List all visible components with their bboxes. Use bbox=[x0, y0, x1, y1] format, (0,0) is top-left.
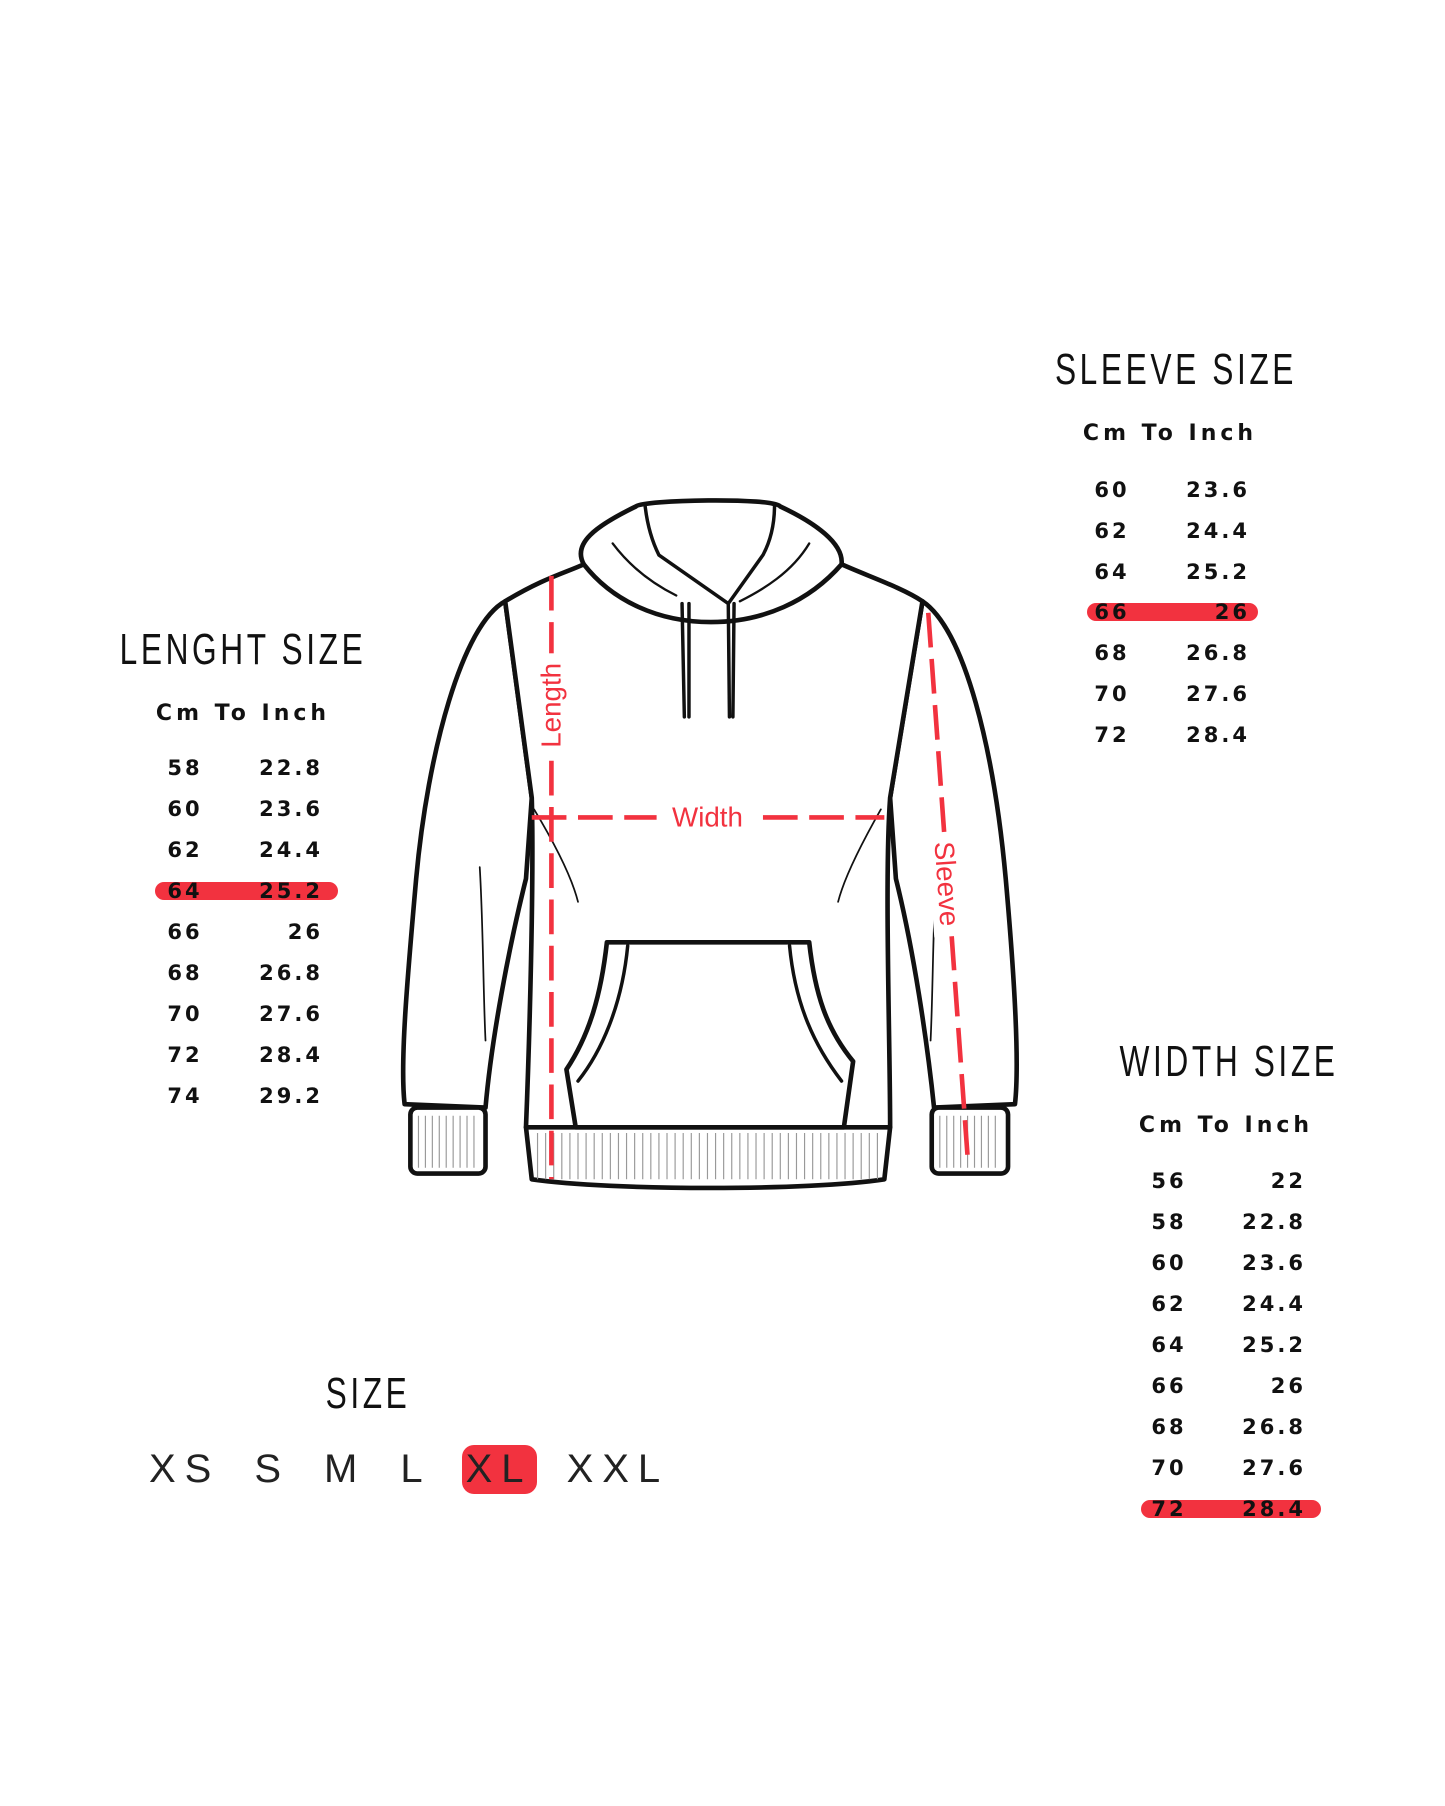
cm-value: 70 bbox=[1151, 1456, 1187, 1480]
cm-value: 72 bbox=[1094, 722, 1130, 747]
inch-value: 23.6 bbox=[1242, 1251, 1306, 1275]
width-size-title: WIDTH SIZE bbox=[1119, 1037, 1339, 1086]
cm-value: 66 bbox=[1151, 1374, 1187, 1398]
inch-value: 25.2 bbox=[259, 879, 323, 903]
inch-value: 25.2 bbox=[1186, 559, 1250, 584]
highlight-marker bbox=[1087, 603, 1258, 622]
cm-value: 62 bbox=[1151, 1292, 1187, 1316]
highlight-marker bbox=[1141, 1500, 1321, 1518]
inch-value: 27.6 bbox=[259, 1002, 323, 1026]
inch-value: 24.4 bbox=[1186, 518, 1250, 543]
inch-value: 23.6 bbox=[1186, 478, 1250, 502]
cm-value: 56 bbox=[1151, 1169, 1187, 1193]
length-label: Length bbox=[536, 663, 567, 748]
inch-value: 26.8 bbox=[1242, 1415, 1306, 1439]
inch-value: 26 bbox=[1214, 600, 1250, 625]
sleeve-unit-heading: Cm To Inch bbox=[1082, 421, 1258, 446]
cm-value: 72 bbox=[167, 1043, 203, 1067]
size-option-s[interactable]: S bbox=[254, 1446, 291, 1491]
length-size-title: LENGHT SIZE bbox=[119, 625, 367, 674]
inch-value: 22.8 bbox=[259, 756, 323, 780]
inch-value: 24.4 bbox=[259, 838, 323, 862]
size-option-xl[interactable]: XL bbox=[461, 1444, 537, 1494]
length-unit-heading: Cm To Inch bbox=[155, 701, 331, 726]
inch-value: 22 bbox=[1270, 1169, 1306, 1193]
cm-value: 66 bbox=[1094, 600, 1130, 625]
cm-value: 70 bbox=[167, 1002, 203, 1026]
size-title: SIZE bbox=[325, 1369, 411, 1418]
inch-value: 29.2 bbox=[259, 1084, 323, 1108]
inch-value: 26 bbox=[1270, 1374, 1306, 1398]
inch-value: 27.6 bbox=[1242, 1456, 1306, 1480]
width-label: Width bbox=[672, 802, 743, 833]
cm-value: 60 bbox=[1151, 1251, 1187, 1275]
left-sleeve bbox=[400, 598, 535, 1110]
cm-value: 60 bbox=[167, 797, 203, 821]
inch-value: 23.6 bbox=[259, 797, 323, 821]
cm-value: 64 bbox=[1094, 559, 1130, 584]
inch-value: 26.8 bbox=[259, 961, 323, 985]
size-option-l[interactable]: L bbox=[400, 1446, 432, 1491]
cm-value: 74 bbox=[167, 1084, 203, 1108]
cm-value: 64 bbox=[167, 879, 203, 903]
inch-value: 26 bbox=[287, 920, 323, 944]
inch-value: 22.8 bbox=[1242, 1210, 1306, 1234]
sleeve-size-title: SLEEVE SIZE bbox=[1054, 345, 1298, 394]
inch-value: 28.4 bbox=[1186, 722, 1250, 747]
inch-value: 28.4 bbox=[259, 1043, 323, 1067]
cm-value: 66 bbox=[167, 920, 203, 944]
cm-value: 68 bbox=[1094, 641, 1130, 666]
cm-value: 64 bbox=[1151, 1333, 1187, 1357]
cm-value: 58 bbox=[167, 756, 203, 780]
cm-value: 62 bbox=[167, 838, 203, 862]
inch-value: 24.4 bbox=[1242, 1292, 1306, 1316]
cm-value: 68 bbox=[167, 961, 203, 985]
cm-value: 68 bbox=[1151, 1415, 1187, 1439]
width-unit-heading: Cm To Inch bbox=[1138, 1113, 1314, 1138]
sleeve-label: Sleeve bbox=[929, 840, 966, 927]
highlight-marker bbox=[155, 882, 338, 900]
cm-value: 60 bbox=[1094, 478, 1130, 502]
inch-value: 25.2 bbox=[1242, 1333, 1306, 1357]
cm-value: 70 bbox=[1094, 682, 1130, 706]
size-options: XS S M L XL XXL bbox=[145, 1444, 699, 1494]
cm-value: 62 bbox=[1094, 518, 1130, 543]
cm-value: 58 bbox=[1151, 1210, 1187, 1234]
size-option-m[interactable]: M bbox=[324, 1446, 367, 1491]
inch-value: 28.4 bbox=[1242, 1497, 1306, 1521]
size-option-xxl[interactable]: XXL bbox=[566, 1446, 670, 1491]
kangaroo-pocket bbox=[564, 939, 856, 1130]
inch-value: 27.6 bbox=[1186, 682, 1250, 706]
inch-value: 26.8 bbox=[1186, 641, 1250, 666]
size-option-xs[interactable]: XS bbox=[149, 1446, 221, 1491]
cm-value: 72 bbox=[1151, 1497, 1187, 1521]
